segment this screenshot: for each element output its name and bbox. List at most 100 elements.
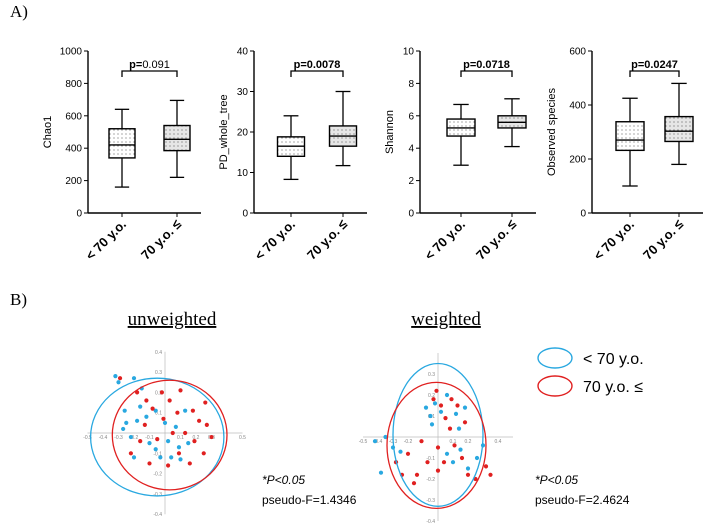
p-value-label: p=0.0718 bbox=[463, 59, 510, 71]
panel-b-label: B) bbox=[10, 290, 27, 309]
scatter-point-old bbox=[483, 464, 489, 469]
pcoa-y-tick: 0.1 bbox=[155, 411, 162, 417]
scatter-point-old bbox=[449, 397, 454, 402]
box-iqr bbox=[108, 128, 136, 159]
stat-p-value: *P<0.05 bbox=[262, 473, 305, 487]
scatter-point-old bbox=[170, 430, 175, 436]
pcoa-x-tick: 0.5 bbox=[239, 435, 246, 441]
confidence-ellipse-young bbox=[89, 377, 225, 497]
x-category-label: 70 y.o. ≤ bbox=[304, 217, 350, 263]
p-prefix: p= bbox=[463, 59, 476, 71]
pcoa-y-tick: -0.4 bbox=[426, 519, 435, 523]
scatter-point-old bbox=[204, 422, 209, 427]
pcoa-x-tick: 0.1 bbox=[177, 435, 184, 441]
significance-bracket bbox=[460, 70, 513, 77]
scatter-point-young bbox=[450, 460, 456, 465]
legend: < 70 y.o. 70 y.o. ≤ bbox=[537, 347, 644, 397]
scatter-point-old bbox=[187, 461, 192, 466]
pcoa-x-tick: -0.1 bbox=[145, 435, 154, 441]
scatter-point-young bbox=[166, 439, 171, 444]
scatter-point-young bbox=[432, 401, 438, 406]
y-tick-label: 200 bbox=[65, 176, 82, 187]
scatter-point-old bbox=[425, 460, 430, 465]
significance-bracket bbox=[290, 70, 344, 77]
y-tick-label: 0 bbox=[580, 209, 586, 220]
pcoa-x-tick: -0.3 bbox=[114, 435, 123, 441]
scatter-point-old bbox=[488, 472, 493, 477]
stat-pseudo-f: pseudo-F=2.4624 bbox=[535, 493, 630, 507]
scatter-point-old bbox=[155, 436, 160, 442]
legend-symbol-young bbox=[537, 347, 573, 369]
scatter-point-young bbox=[398, 449, 403, 454]
y-tick-label: 800 bbox=[65, 79, 82, 90]
y-axis-label: Shannon bbox=[384, 110, 396, 154]
x-category-label: < 70 y.o. bbox=[83, 217, 129, 263]
boxplot-2: 0 10 20 30 40 PD_whole_tree < 70 y.o. 70 y.o. ≤… bbox=[218, 47, 367, 263]
pcoa-title: unweighted bbox=[128, 309, 217, 330]
box-old bbox=[328, 90, 358, 167]
scatter-point-old bbox=[209, 434, 214, 440]
scatter-point-old bbox=[435, 468, 441, 473]
scatter-point-young bbox=[458, 447, 463, 452]
box-young bbox=[615, 97, 645, 187]
significance-bracket bbox=[629, 70, 680, 77]
y-tick-label: 1000 bbox=[60, 47, 83, 58]
y-tick-label: 40 bbox=[237, 47, 249, 58]
y-tick-label: 2 bbox=[408, 176, 414, 187]
pcoa-y-tick: -0.2 bbox=[426, 477, 435, 483]
p-number: 0.0247 bbox=[644, 59, 678, 71]
scatter-point-old bbox=[201, 451, 206, 456]
scatter-point-old bbox=[138, 439, 143, 444]
scatter-point-young bbox=[144, 414, 149, 419]
scatter-point-young bbox=[429, 422, 435, 427]
scatter-point-young bbox=[158, 455, 163, 460]
y-tick-label: 600 bbox=[65, 111, 82, 122]
scatter-point-young bbox=[162, 420, 168, 425]
pcoa-x-tick: 0.1 bbox=[450, 439, 457, 445]
confidence-ellipse-old bbox=[111, 379, 228, 491]
legend-label-old: 70 y.o. ≤ bbox=[583, 379, 643, 396]
y-tick-label: 400 bbox=[65, 144, 82, 155]
pcoa-x-tick: -0.5 bbox=[83, 435, 92, 441]
scatter-point-young bbox=[428, 413, 433, 419]
scatter-point-old bbox=[438, 403, 444, 408]
box-young bbox=[276, 115, 306, 181]
scatter-point-old bbox=[431, 397, 436, 402]
stat-pseudo-f: pseudo-F=1.4346 bbox=[262, 493, 357, 507]
scatter-point-young bbox=[147, 441, 152, 446]
scatter-point-old bbox=[190, 408, 195, 413]
scatter-point-old bbox=[411, 481, 417, 486]
y-tick-label: 20 bbox=[237, 128, 249, 139]
scatter-point-old bbox=[117, 376, 123, 381]
scatter-point-old bbox=[147, 461, 152, 466]
y-tick-label: 400 bbox=[569, 101, 586, 112]
boxplot-4: 0 200 400 600 Observed species < 70 y.o. 70 y.… bbox=[546, 47, 703, 263]
legend-symbol-old bbox=[537, 375, 573, 397]
scatter-point-old bbox=[441, 460, 447, 465]
pcoa-y-tick: -0.1 bbox=[153, 451, 162, 457]
scatter-point-young bbox=[383, 434, 388, 440]
pcoa-y-tick: -0.3 bbox=[426, 498, 435, 504]
p-number: 0.091 bbox=[142, 59, 170, 71]
scatter-point-young bbox=[462, 405, 468, 410]
scatter-point-old bbox=[459, 455, 465, 461]
scatter-point-old bbox=[166, 463, 171, 468]
scatter-point-old bbox=[414, 472, 420, 477]
scatter-point-old bbox=[183, 430, 188, 436]
pcoa-y-tick: 0.3 bbox=[428, 372, 435, 378]
scatter-point-young bbox=[128, 434, 133, 440]
scatter-point-old bbox=[443, 416, 448, 421]
scatter-point-young bbox=[176, 445, 182, 450]
box-young bbox=[446, 103, 476, 166]
scatter-point-young bbox=[444, 451, 450, 456]
scatter-point-young bbox=[153, 408, 158, 413]
scatter-point-young bbox=[186, 441, 191, 446]
scatter-point-old bbox=[135, 390, 140, 395]
box-old bbox=[163, 99, 191, 179]
scatter-point-old bbox=[142, 422, 147, 427]
scatter-point-young bbox=[183, 408, 188, 413]
box-iqr bbox=[664, 115, 694, 143]
x-category-label: < 70 y.o. bbox=[591, 217, 637, 263]
scatter-point-old bbox=[455, 403, 460, 408]
